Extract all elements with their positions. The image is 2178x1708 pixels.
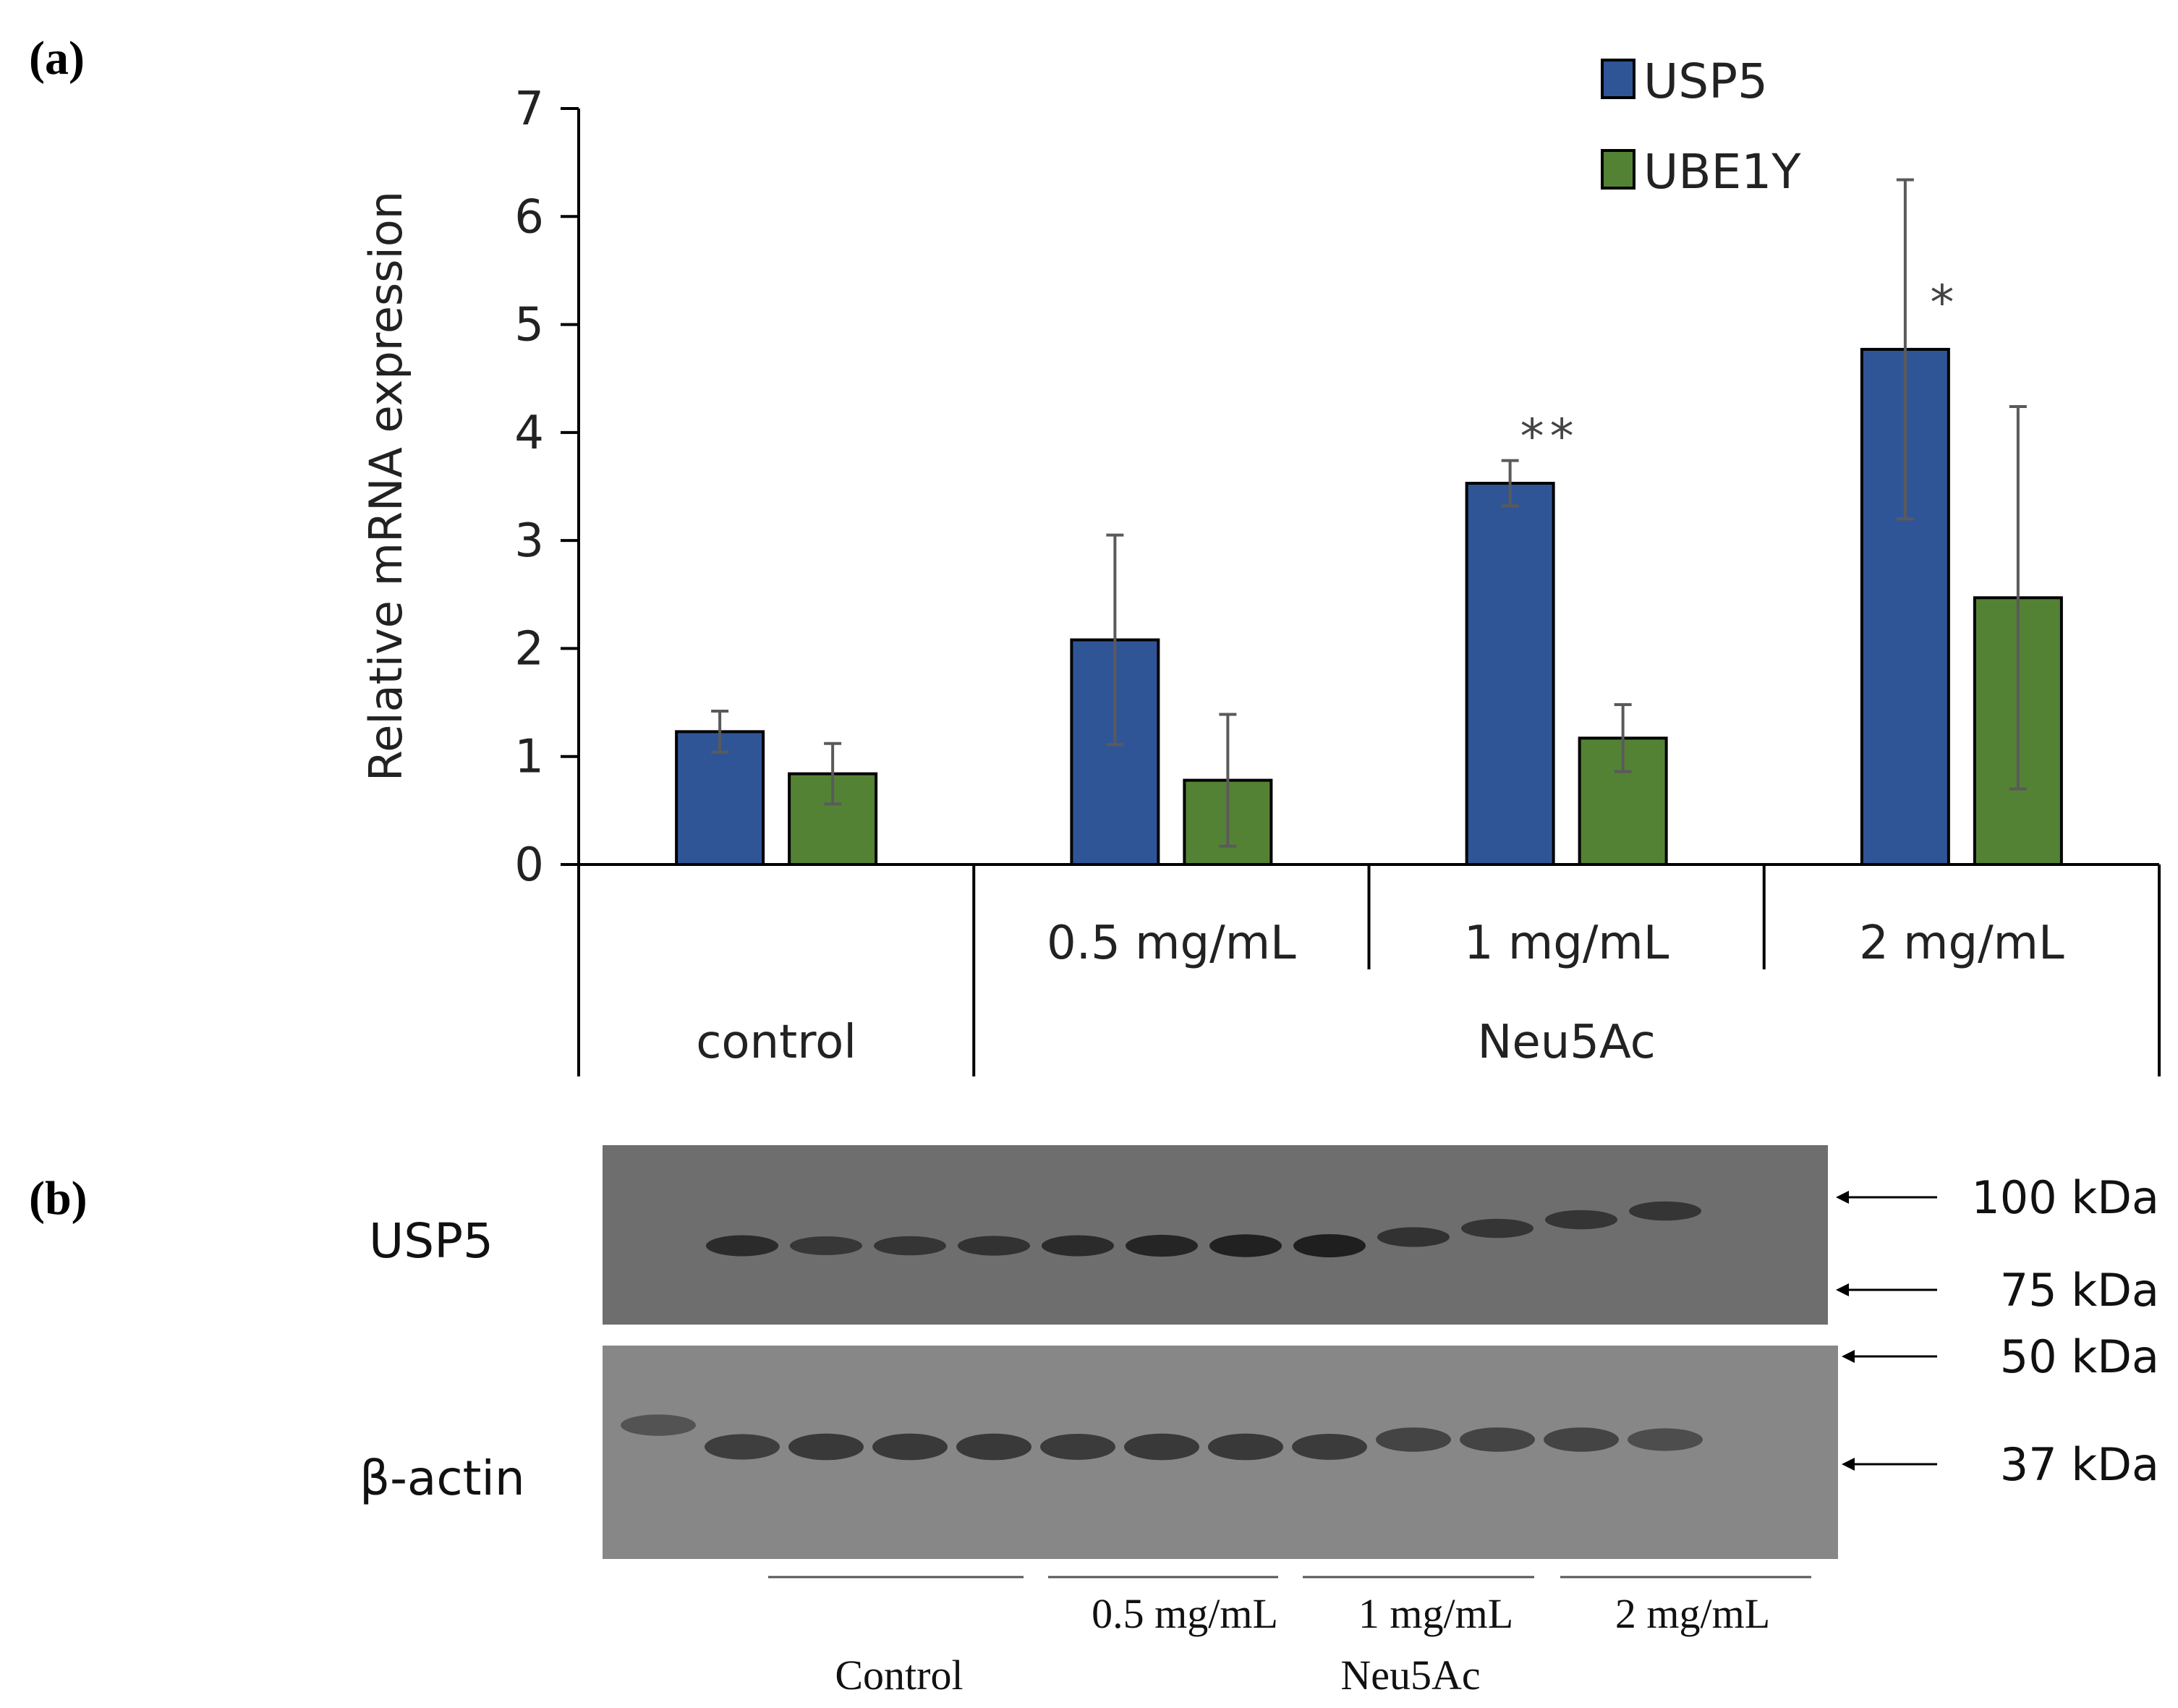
usp5-band <box>1377 1227 1450 1247</box>
significance-marker: ** <box>1520 409 1580 464</box>
y-tick-label: 6 <box>514 190 544 244</box>
marker-label: 50 kDa <box>2000 1330 2159 1383</box>
error-bar <box>1106 533 1124 747</box>
marker-label: 75 kDa <box>2000 1264 2159 1317</box>
actin-band <box>872 1433 948 1461</box>
error-bar <box>1896 178 1914 521</box>
y-axis-label: Relative mRNA expression <box>360 191 412 781</box>
marker-label: 37 kDa <box>2000 1438 2159 1491</box>
panel-b-label: (b) <box>29 1172 88 1225</box>
actin-band <box>1208 1433 1283 1461</box>
legend: USP5 UBE1Y <box>1601 54 1801 200</box>
y-tick-label: 5 <box>514 299 544 352</box>
marker-100-kda: 100 kDa <box>1836 1171 2159 1224</box>
error-bar <box>711 710 729 754</box>
y-tick-label: 2 <box>514 622 544 676</box>
usp5-band <box>958 1236 1030 1256</box>
usp5-band <box>1293 1234 1366 1257</box>
marker-label: 100 kDa <box>1971 1171 2159 1224</box>
usp5-band <box>1126 1234 1198 1257</box>
x-axis-group-dividers <box>577 864 2161 1076</box>
y-axis-ticks: 0 1 2 3 4 5 6 7 <box>514 82 579 892</box>
actin-band <box>1628 1428 1703 1451</box>
error-bars <box>711 178 2027 848</box>
marker-37-kda: 37 kDa <box>1842 1438 2159 1491</box>
x-group-label: control <box>696 1016 856 1069</box>
western-blot: USP5 β-actin 100 kDa 75 kDa 50 kDa 37 kD… <box>360 1145 2159 1699</box>
x-category-label: 2 mg/mL <box>1859 917 2064 970</box>
actin-band <box>1292 1434 1367 1460</box>
usp5-band <box>1042 1235 1114 1257</box>
marker-75-kda: 75 kDa <box>1836 1264 2159 1317</box>
usp5-band <box>874 1236 946 1256</box>
actin-band <box>1544 1427 1619 1452</box>
significance-marker: * <box>1930 275 1960 331</box>
legend-swatch-usp5 <box>1601 59 1635 99</box>
marker-50-kda: 50 kDa <box>1842 1330 2159 1383</box>
legend-label-usp5: USP5 <box>1643 54 1768 109</box>
actin-band <box>956 1433 1031 1461</box>
usp5-band <box>1629 1201 1701 1221</box>
blot-row-label-usp5: USP5 <box>369 1213 493 1269</box>
lane-label-neu5ac: Neu5Ac <box>1340 1652 1480 1699</box>
x-group-label: Neu5Ac <box>1477 1016 1655 1069</box>
actin-bands <box>621 1414 1703 1461</box>
lane-label-1: 1 mg/mL <box>1358 1590 1513 1637</box>
panel-a-label: (a) <box>29 32 85 85</box>
bars <box>675 347 2063 867</box>
y-tick-label: 3 <box>514 514 544 568</box>
actin-band <box>1460 1427 1535 1452</box>
usp5-band <box>706 1235 778 1257</box>
significance-annotations: *** <box>1520 275 1960 464</box>
legend-label-ube1y: UBE1Y <box>1643 144 1801 200</box>
actin-band <box>788 1433 864 1461</box>
error-bar <box>1501 459 1519 508</box>
y-tick-label: 1 <box>514 731 544 784</box>
error-bar <box>1219 713 1237 848</box>
usp5-band <box>1545 1210 1617 1230</box>
usp5-band <box>1209 1234 1282 1257</box>
lane-label-0.5: 0.5 mg/mL <box>1092 1590 1278 1637</box>
error-bar <box>824 742 842 806</box>
lane-label-control: Control <box>835 1652 963 1699</box>
x-category-label: 1 mg/mL <box>1464 917 1669 970</box>
x-axis-category-labels: 0.5 mg/mL 1 mg/mL 2 mg/mL <box>1047 917 2064 970</box>
error-bar <box>2009 405 2027 791</box>
usp5-bands <box>706 1201 1701 1257</box>
actin-band <box>621 1414 696 1436</box>
actin-band <box>1124 1433 1199 1461</box>
y-tick-label: 4 <box>514 407 544 460</box>
actin-band <box>1040 1434 1115 1460</box>
y-tick-label: 7 <box>514 82 544 136</box>
x-category-label: 0.5 mg/mL <box>1047 917 1296 970</box>
error-bar <box>1614 703 1632 773</box>
y-tick-label: 0 <box>514 838 544 892</box>
bar-usp5 <box>1465 482 1555 866</box>
lane-label-2: 2 mg/mL <box>1615 1590 1770 1637</box>
usp5-band <box>790 1236 862 1255</box>
actin-band <box>1376 1427 1451 1452</box>
blot-row-label-actin: β-actin <box>360 1450 525 1506</box>
legend-swatch-ube1y <box>1601 149 1635 190</box>
x-axis-group-labels: control Neu5Ac <box>696 1016 1656 1069</box>
actin-band <box>705 1434 780 1460</box>
usp5-band <box>1461 1218 1533 1238</box>
usp5-blot-membrane <box>603 1145 1828 1325</box>
